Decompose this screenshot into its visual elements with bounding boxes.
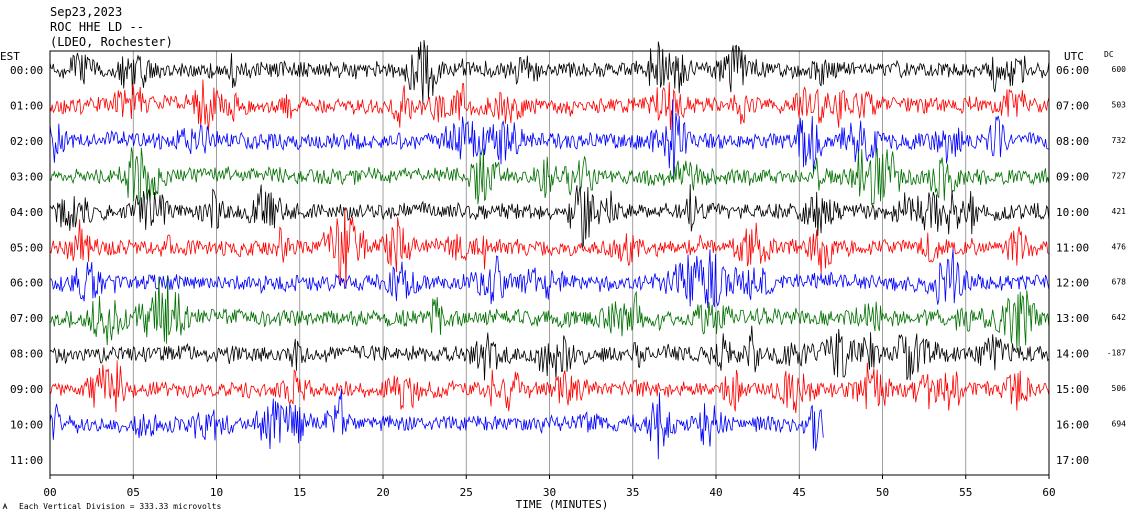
row-dc-value: 732 [1112,136,1127,145]
row-label-utc: 09:00 [1056,170,1089,183]
row-label-est: 04:00 [10,206,43,219]
seismic-trace [49,147,1050,206]
row-label-utc: 07:00 [1056,99,1089,112]
x-tick-label: 60 [1042,486,1055,499]
x-tick-label: 25 [460,486,473,499]
row-dc-value: 600 [1112,65,1127,74]
x-tick-label: 55 [959,486,972,499]
seismic-trace [49,325,1050,381]
x-tick-label: 05 [127,486,140,499]
row-dc-value: 642 [1112,313,1127,322]
row-label-est: 11:00 [10,454,43,467]
row-label-est: 02:00 [10,135,43,148]
x-tick-label: 10 [210,486,223,499]
row-dc-value: -187 [1107,349,1126,358]
row-label-est: 03:00 [10,170,43,183]
row-label-utc: 15:00 [1056,383,1089,396]
right-axis-label: UTC [1064,50,1084,63]
chart-grid [132,51,967,475]
row-label-utc: 12:00 [1056,277,1089,290]
header-network: (LDEO, Rochester) [50,35,173,49]
seismic-trace [49,208,1049,290]
seismic-trace [49,360,1050,414]
x-tick-label: 35 [626,486,639,499]
row-dc-value: 503 [1112,100,1127,109]
header-station: ROC HHE LD -- [50,20,144,34]
row-label-est: 05:00 [10,241,43,254]
row-label-utc: 10:00 [1056,206,1089,219]
row-label-utc: 11:00 [1056,241,1089,254]
footer-logo-icon [2,502,8,510]
footer-note: Each Vertical Division = 333.33 microvol… [19,502,221,511]
x-tick-label: 50 [876,486,889,499]
x-tick-label: 00 [43,486,56,499]
row-label-est: 10:00 [10,419,43,432]
seismic-trace [49,39,1050,104]
row-label-utc: 16:00 [1056,419,1089,432]
row-dc-value: 694 [1112,420,1127,429]
x-axis-title: TIME (MINUTES) [516,498,609,511]
seismic-trace [49,248,1050,309]
row-label-est: 06:00 [10,277,43,290]
row-dc-value: 678 [1112,278,1127,287]
x-tick-label: 30 [543,486,556,499]
row-label-utc: 08:00 [1056,135,1089,148]
row-label-est: 07:00 [10,312,43,325]
seismic-trace [49,275,1050,350]
seismic-trace [49,184,1050,249]
row-label-utc: 06:00 [1056,64,1089,77]
row-label-est: 01:00 [10,99,43,112]
trace-layer [49,39,1050,460]
left-axis-label: EST [0,50,20,63]
row-label-est: 08:00 [10,348,43,361]
x-tick-label: 15 [293,486,306,499]
row-dc-value: 727 [1112,171,1127,180]
row-dc-value: 506 [1112,384,1127,393]
axis-labels: 00 05 10 15 20 25 30 35 40 45 50 55 60 00:00 06:00 600 0… [10,64,1126,499]
row-label-utc: 17:00 [1056,454,1089,467]
header-date: Sep23,2023 [50,5,122,19]
seismic-trace [49,388,824,460]
seismic-trace [49,99,1049,180]
seismic-trace [49,79,1050,132]
row-dc-value: 421 [1112,207,1127,216]
row-label-utc: 13:00 [1056,312,1089,325]
x-tick-label: 20 [376,486,389,499]
row-label-utc: 14:00 [1056,348,1089,361]
row-label-est: 09:00 [10,383,43,396]
row-label-est: 00:00 [10,64,43,77]
x-tick-label: 40 [709,486,722,499]
x-tick-label: 45 [793,486,806,499]
dc-column-label: DC [1104,50,1114,59]
row-dc-value: 476 [1112,242,1127,251]
